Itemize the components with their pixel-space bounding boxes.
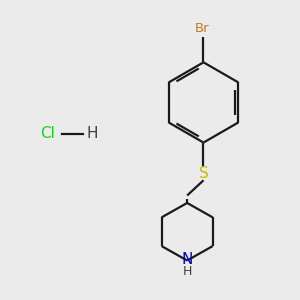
Text: N: N — [182, 251, 193, 266]
Text: Br: Br — [195, 22, 209, 35]
Text: Cl: Cl — [40, 126, 55, 141]
Text: S: S — [199, 166, 208, 181]
Text: H: H — [86, 126, 98, 141]
Text: H: H — [182, 265, 192, 278]
